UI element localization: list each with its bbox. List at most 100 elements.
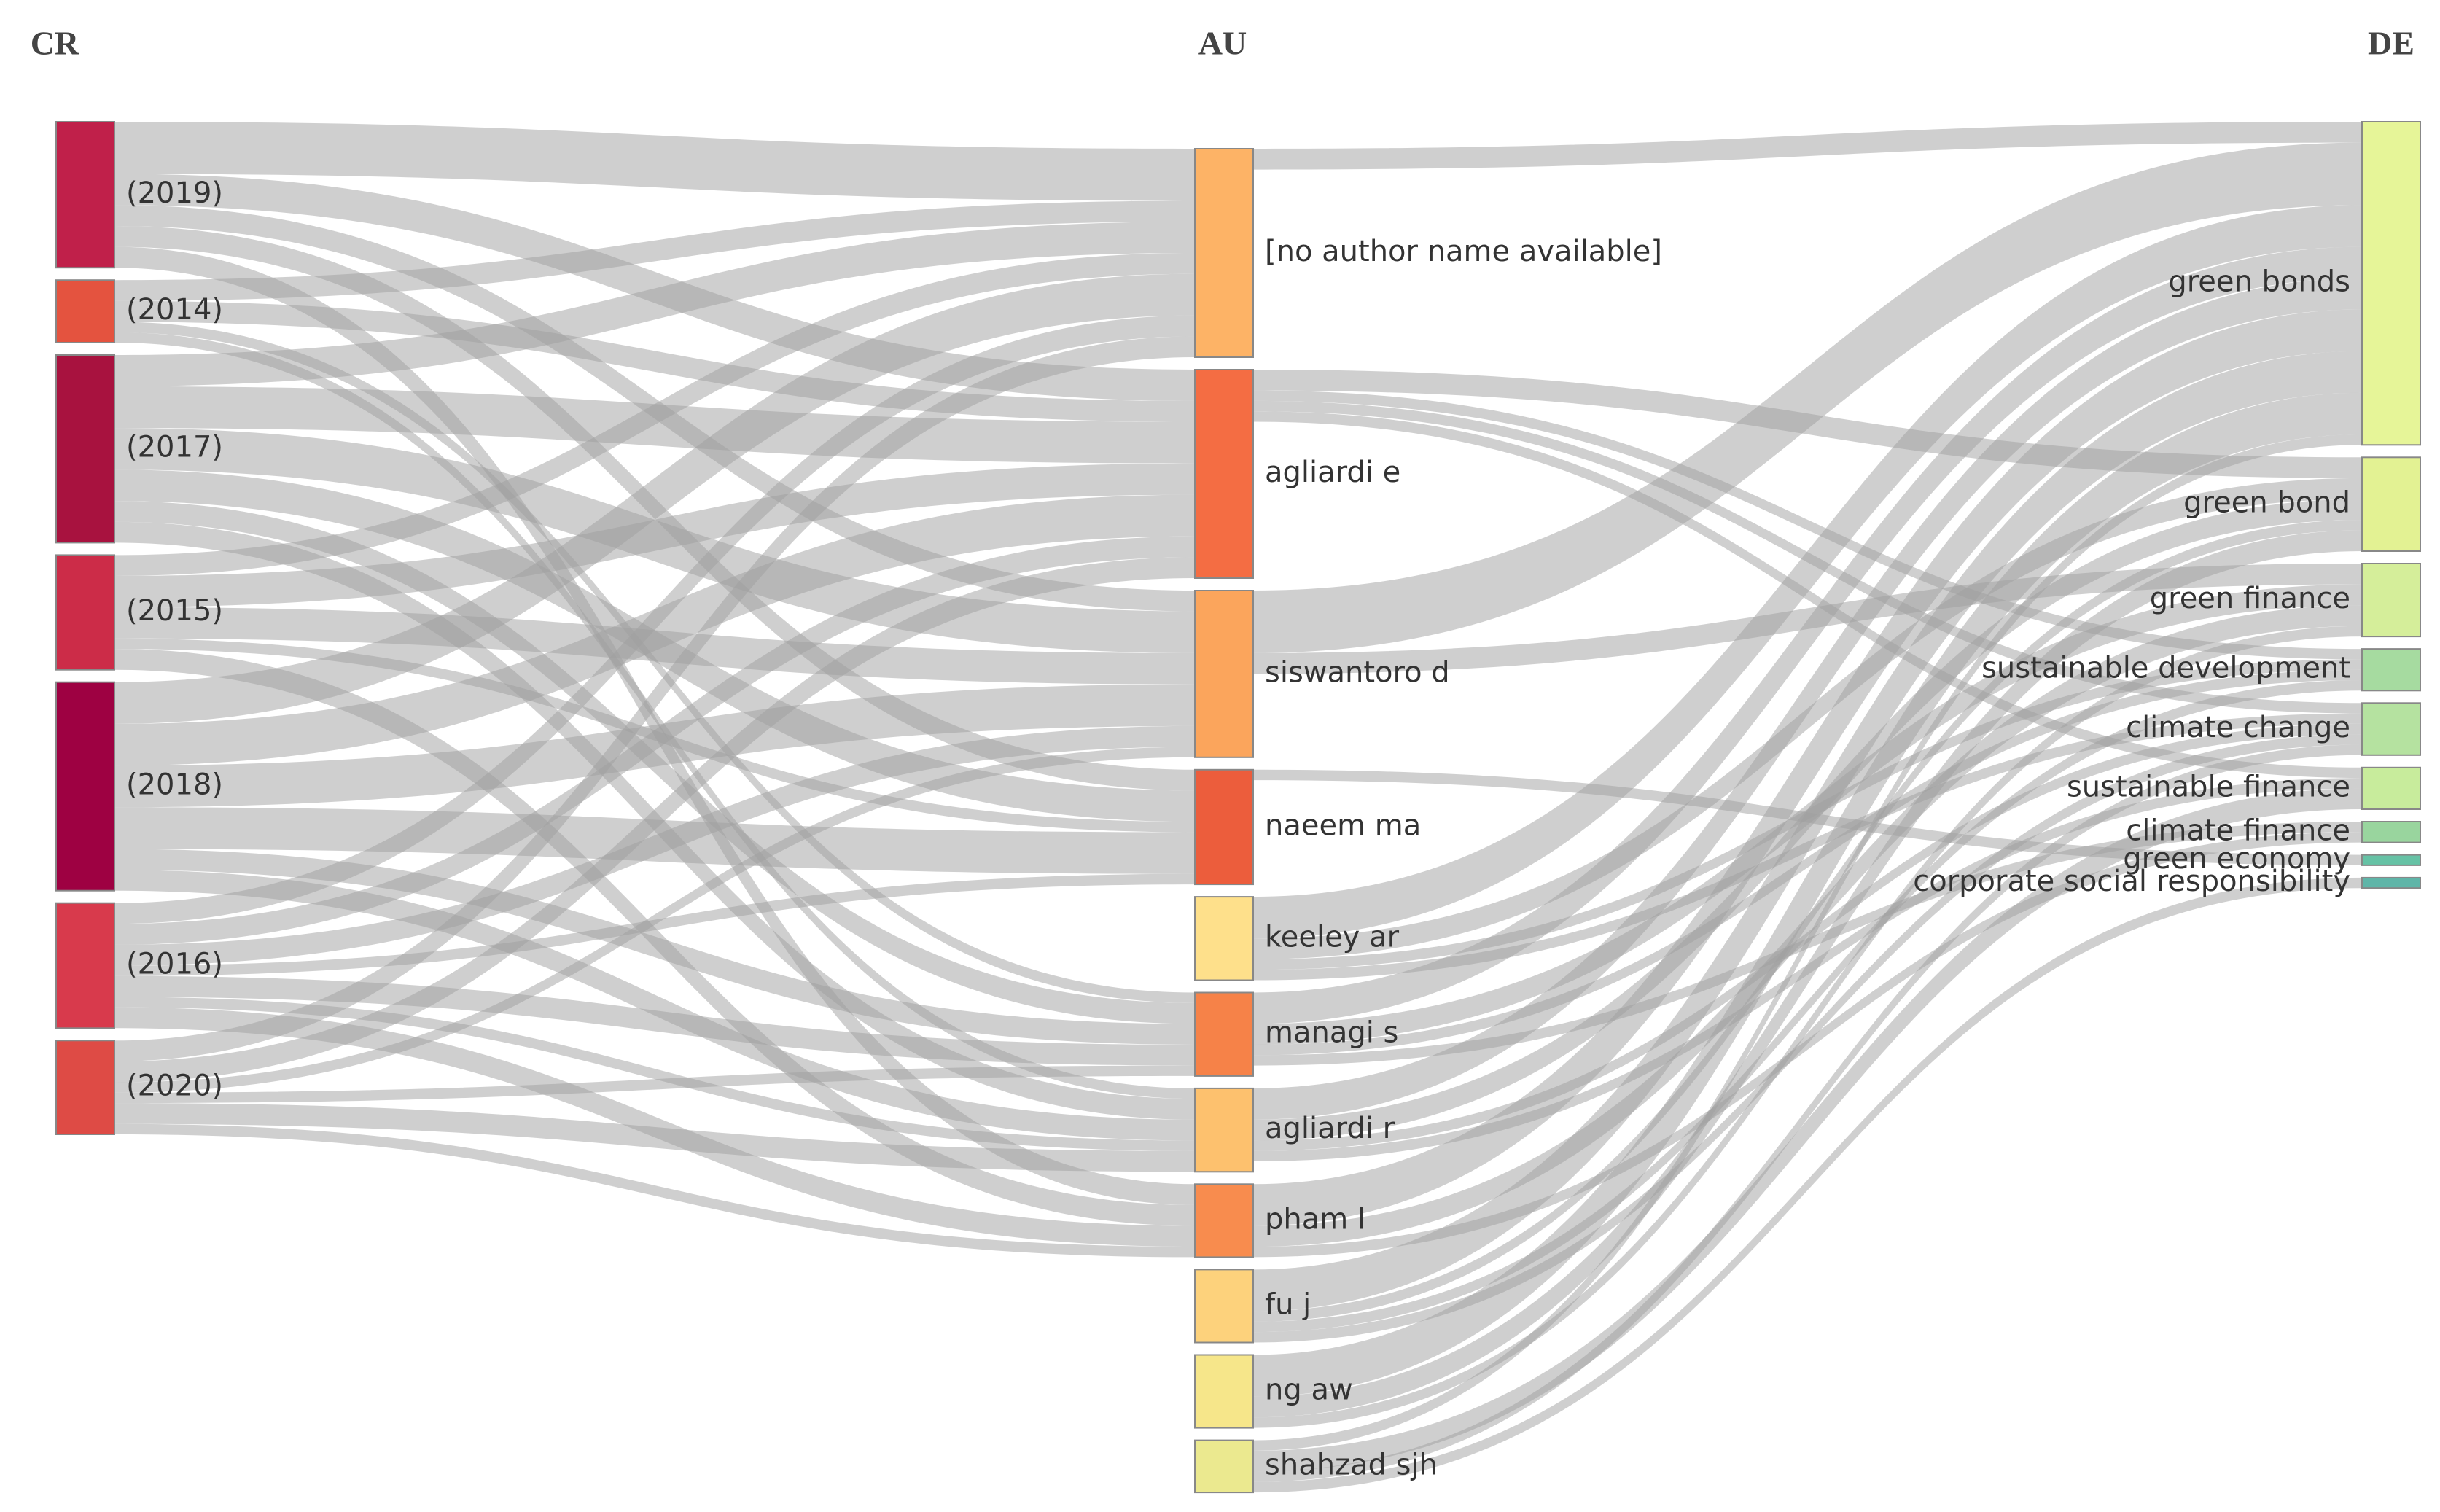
node (1194, 896, 1254, 981)
link (1253, 205, 2362, 939)
node-label: agliardi r (1265, 1112, 1395, 1145)
node-label: green finance (2150, 582, 2350, 615)
link (1253, 877, 2362, 1493)
link (1253, 564, 2362, 674)
node-label: fu j (1265, 1287, 1311, 1321)
link (1253, 411, 2362, 779)
link (114, 1007, 1195, 1247)
node-label: green economy (2123, 842, 2350, 876)
node (55, 1040, 115, 1136)
node-label: sustainable development (1981, 652, 2350, 685)
node (1194, 768, 1254, 886)
link (114, 975, 1195, 1066)
node (1194, 1354, 1254, 1429)
node-label: (2018) (126, 768, 223, 802)
node-label: (2014) (126, 293, 223, 327)
link (1253, 478, 2362, 959)
node-label: managi s (1265, 1016, 1398, 1050)
link (1253, 626, 2362, 1428)
node-label: pham l (1265, 1202, 1365, 1236)
node (1194, 148, 1254, 358)
link (114, 849, 1195, 1045)
node-label: green bond (2183, 486, 2350, 520)
labels: CR (2019) (2014) (2017) (2015) (2018) (2016) (2… (31, 25, 2414, 1482)
link (1253, 530, 2362, 1418)
node (1194, 590, 1254, 758)
link (1253, 122, 2362, 170)
node (2361, 766, 2421, 811)
node (55, 121, 115, 269)
node (2361, 854, 2421, 866)
node (1194, 1439, 1254, 1494)
node-label: (2017) (126, 431, 223, 464)
link (114, 336, 1195, 1061)
node-label: shahzad sjh (1265, 1448, 1438, 1481)
link (114, 174, 1195, 401)
link (114, 273, 1195, 724)
link (1253, 390, 2362, 660)
link (114, 1123, 1195, 1258)
column-title: AU (1198, 25, 1247, 62)
node (2361, 456, 2421, 552)
link (114, 997, 1195, 1151)
link (1253, 278, 2362, 1120)
node (55, 902, 115, 1029)
link (114, 725, 1195, 966)
link (114, 536, 1195, 945)
link (1253, 744, 2362, 1482)
node-label: (2019) (126, 176, 223, 210)
node (2361, 821, 2421, 843)
link (114, 315, 1195, 924)
node-label: (2020) (126, 1069, 223, 1103)
link (1253, 351, 2362, 1312)
node (55, 681, 115, 892)
node (55, 279, 115, 344)
link (1253, 669, 2362, 1056)
node (2361, 876, 2421, 889)
link (114, 1065, 1195, 1104)
node (1194, 369, 1254, 579)
link (114, 463, 1195, 607)
node-label: green bonds (2168, 265, 2350, 299)
link (114, 200, 1195, 301)
node (2361, 121, 2421, 446)
node-label: [no author name available] (1265, 235, 1662, 268)
link (114, 557, 1195, 1083)
column-title: CR (31, 25, 79, 62)
link (114, 1103, 1195, 1172)
node-label: agliardi e (1265, 456, 1400, 489)
node-label: climate change (2126, 711, 2350, 744)
link (114, 122, 1195, 201)
node (55, 354, 115, 544)
node (2361, 648, 2421, 692)
column-title: DE (2368, 25, 2414, 62)
node-label: siswantoro d (1265, 655, 1450, 689)
link (114, 870, 1195, 1141)
link (114, 332, 1195, 1099)
link (114, 386, 1195, 464)
link (1253, 434, 2362, 1451)
node-label: corporate social responsibility (1913, 865, 2350, 898)
node (1194, 991, 1254, 1077)
node-label: sustainable finance (2067, 770, 2350, 803)
node-label: naeem ma (1265, 808, 1421, 842)
node (1194, 1183, 1254, 1258)
node (55, 554, 115, 671)
node-label: (2016) (126, 948, 223, 981)
node (2361, 702, 2421, 756)
link (1253, 309, 2362, 1226)
node (1194, 1087, 1254, 1173)
node-label: keeley ar (1265, 920, 1400, 954)
link (1253, 788, 2362, 1472)
link (1253, 142, 2362, 653)
link (1253, 680, 2362, 1333)
link (1253, 832, 2362, 1258)
node-label: (2015) (126, 594, 223, 628)
node (1194, 1269, 1254, 1344)
links (114, 122, 2362, 1493)
nodes (55, 121, 2421, 1494)
link (1253, 392, 2362, 1397)
link (114, 253, 1195, 576)
link (114, 747, 1195, 1093)
